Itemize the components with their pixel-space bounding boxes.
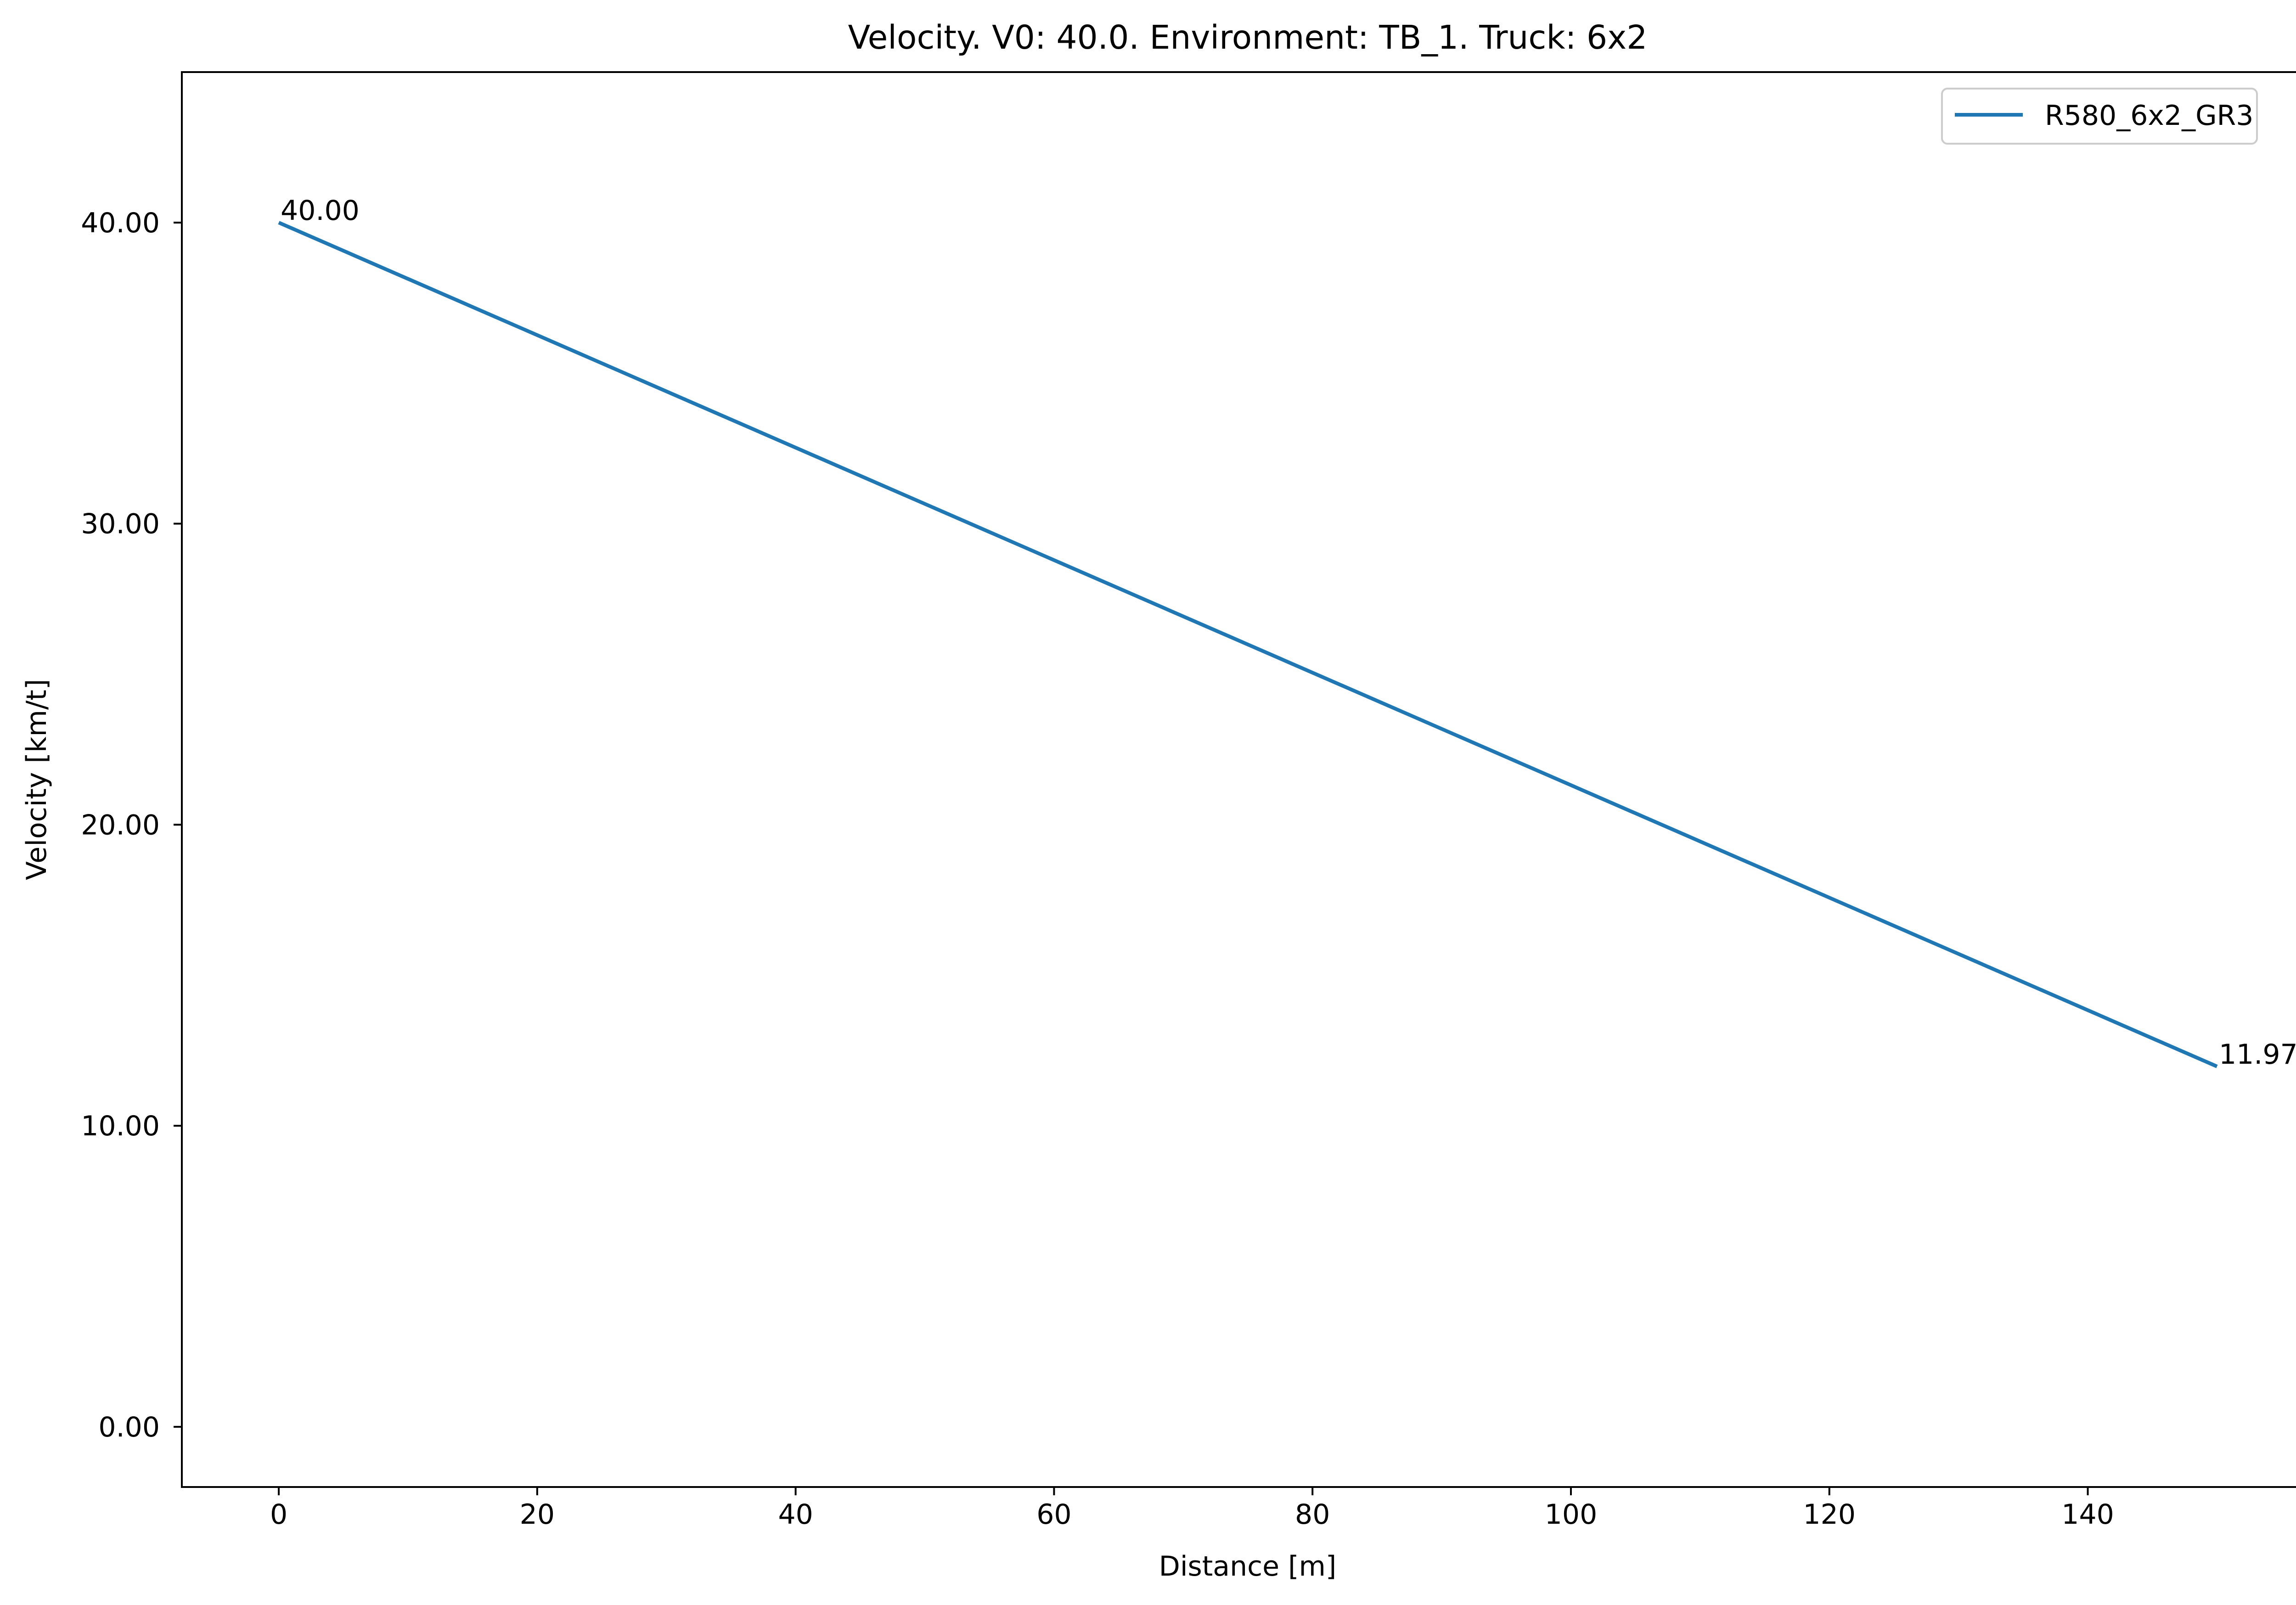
y-tick-label: 10.00 xyxy=(81,1110,160,1142)
x-tick-label: 140 xyxy=(2061,1498,2114,1531)
plot-area xyxy=(181,71,2296,1488)
y-tick-label: 0.00 xyxy=(98,1411,160,1443)
x-tick-label: 40 xyxy=(778,1498,813,1531)
data-labels: 40.00 11.97 xyxy=(281,195,2296,1071)
plot-frame xyxy=(181,71,2296,1488)
legend-entry-label: R580_6x2_GR3 xyxy=(2045,100,2253,132)
y-tick-label: 30.00 xyxy=(81,508,160,540)
legend-box xyxy=(1941,88,2258,145)
x-axis-ticks: 0 20 40 60 80 100 120 140 xyxy=(270,1487,2114,1531)
series-line xyxy=(278,221,2218,1068)
series-layer xyxy=(278,221,2218,1068)
chart-title: Velocity. V0: 40.0. Environment: TB_1. T… xyxy=(848,18,1648,56)
y-tick-label: 40.00 xyxy=(81,207,160,239)
y-tick-label: 20.00 xyxy=(81,809,160,841)
legend: R580_6x2_GR3 xyxy=(1941,88,2258,145)
data-label: 11.97 xyxy=(2219,1038,2296,1071)
x-tick-label: 60 xyxy=(1036,1498,1071,1531)
x-tick-label: 120 xyxy=(1803,1498,1856,1531)
x-axis-label: Distance [m] xyxy=(1159,1550,1337,1583)
x-tick-label: 100 xyxy=(1545,1498,1598,1531)
x-tick-label: 0 xyxy=(270,1498,287,1531)
y-axis-label: Velocity [km/t] xyxy=(21,679,53,880)
x-tick-label: 20 xyxy=(520,1498,555,1531)
y-axis-ticks: 0.00 10.00 20.00 30.00 40.00 xyxy=(81,207,182,1443)
x-tick-label: 80 xyxy=(1295,1498,1330,1531)
data-label: 40.00 xyxy=(281,195,360,227)
